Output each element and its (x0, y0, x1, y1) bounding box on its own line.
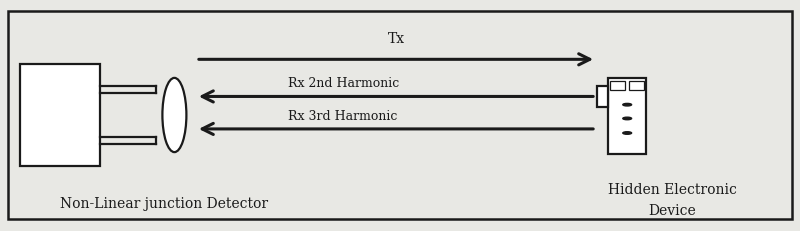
Bar (610, 82, 625, 91)
Text: Tx: Tx (387, 32, 405, 46)
Circle shape (623, 118, 632, 120)
Bar (597, 87, 608, 107)
Ellipse shape (162, 79, 186, 152)
Bar (629, 82, 644, 91)
Circle shape (623, 104, 632, 106)
Text: Non-Linear junction Detector: Non-Linear junction Detector (60, 196, 268, 210)
Bar (608, 79, 646, 155)
Text: Hidden Electronic: Hidden Electronic (607, 182, 737, 196)
Text: Device: Device (648, 203, 696, 217)
Text: Rx 2nd Harmonic: Rx 2nd Harmonic (288, 77, 399, 90)
Bar (20, 65, 100, 166)
Text: Rx 3rd Harmonic: Rx 3rd Harmonic (288, 110, 398, 123)
Circle shape (623, 132, 632, 135)
